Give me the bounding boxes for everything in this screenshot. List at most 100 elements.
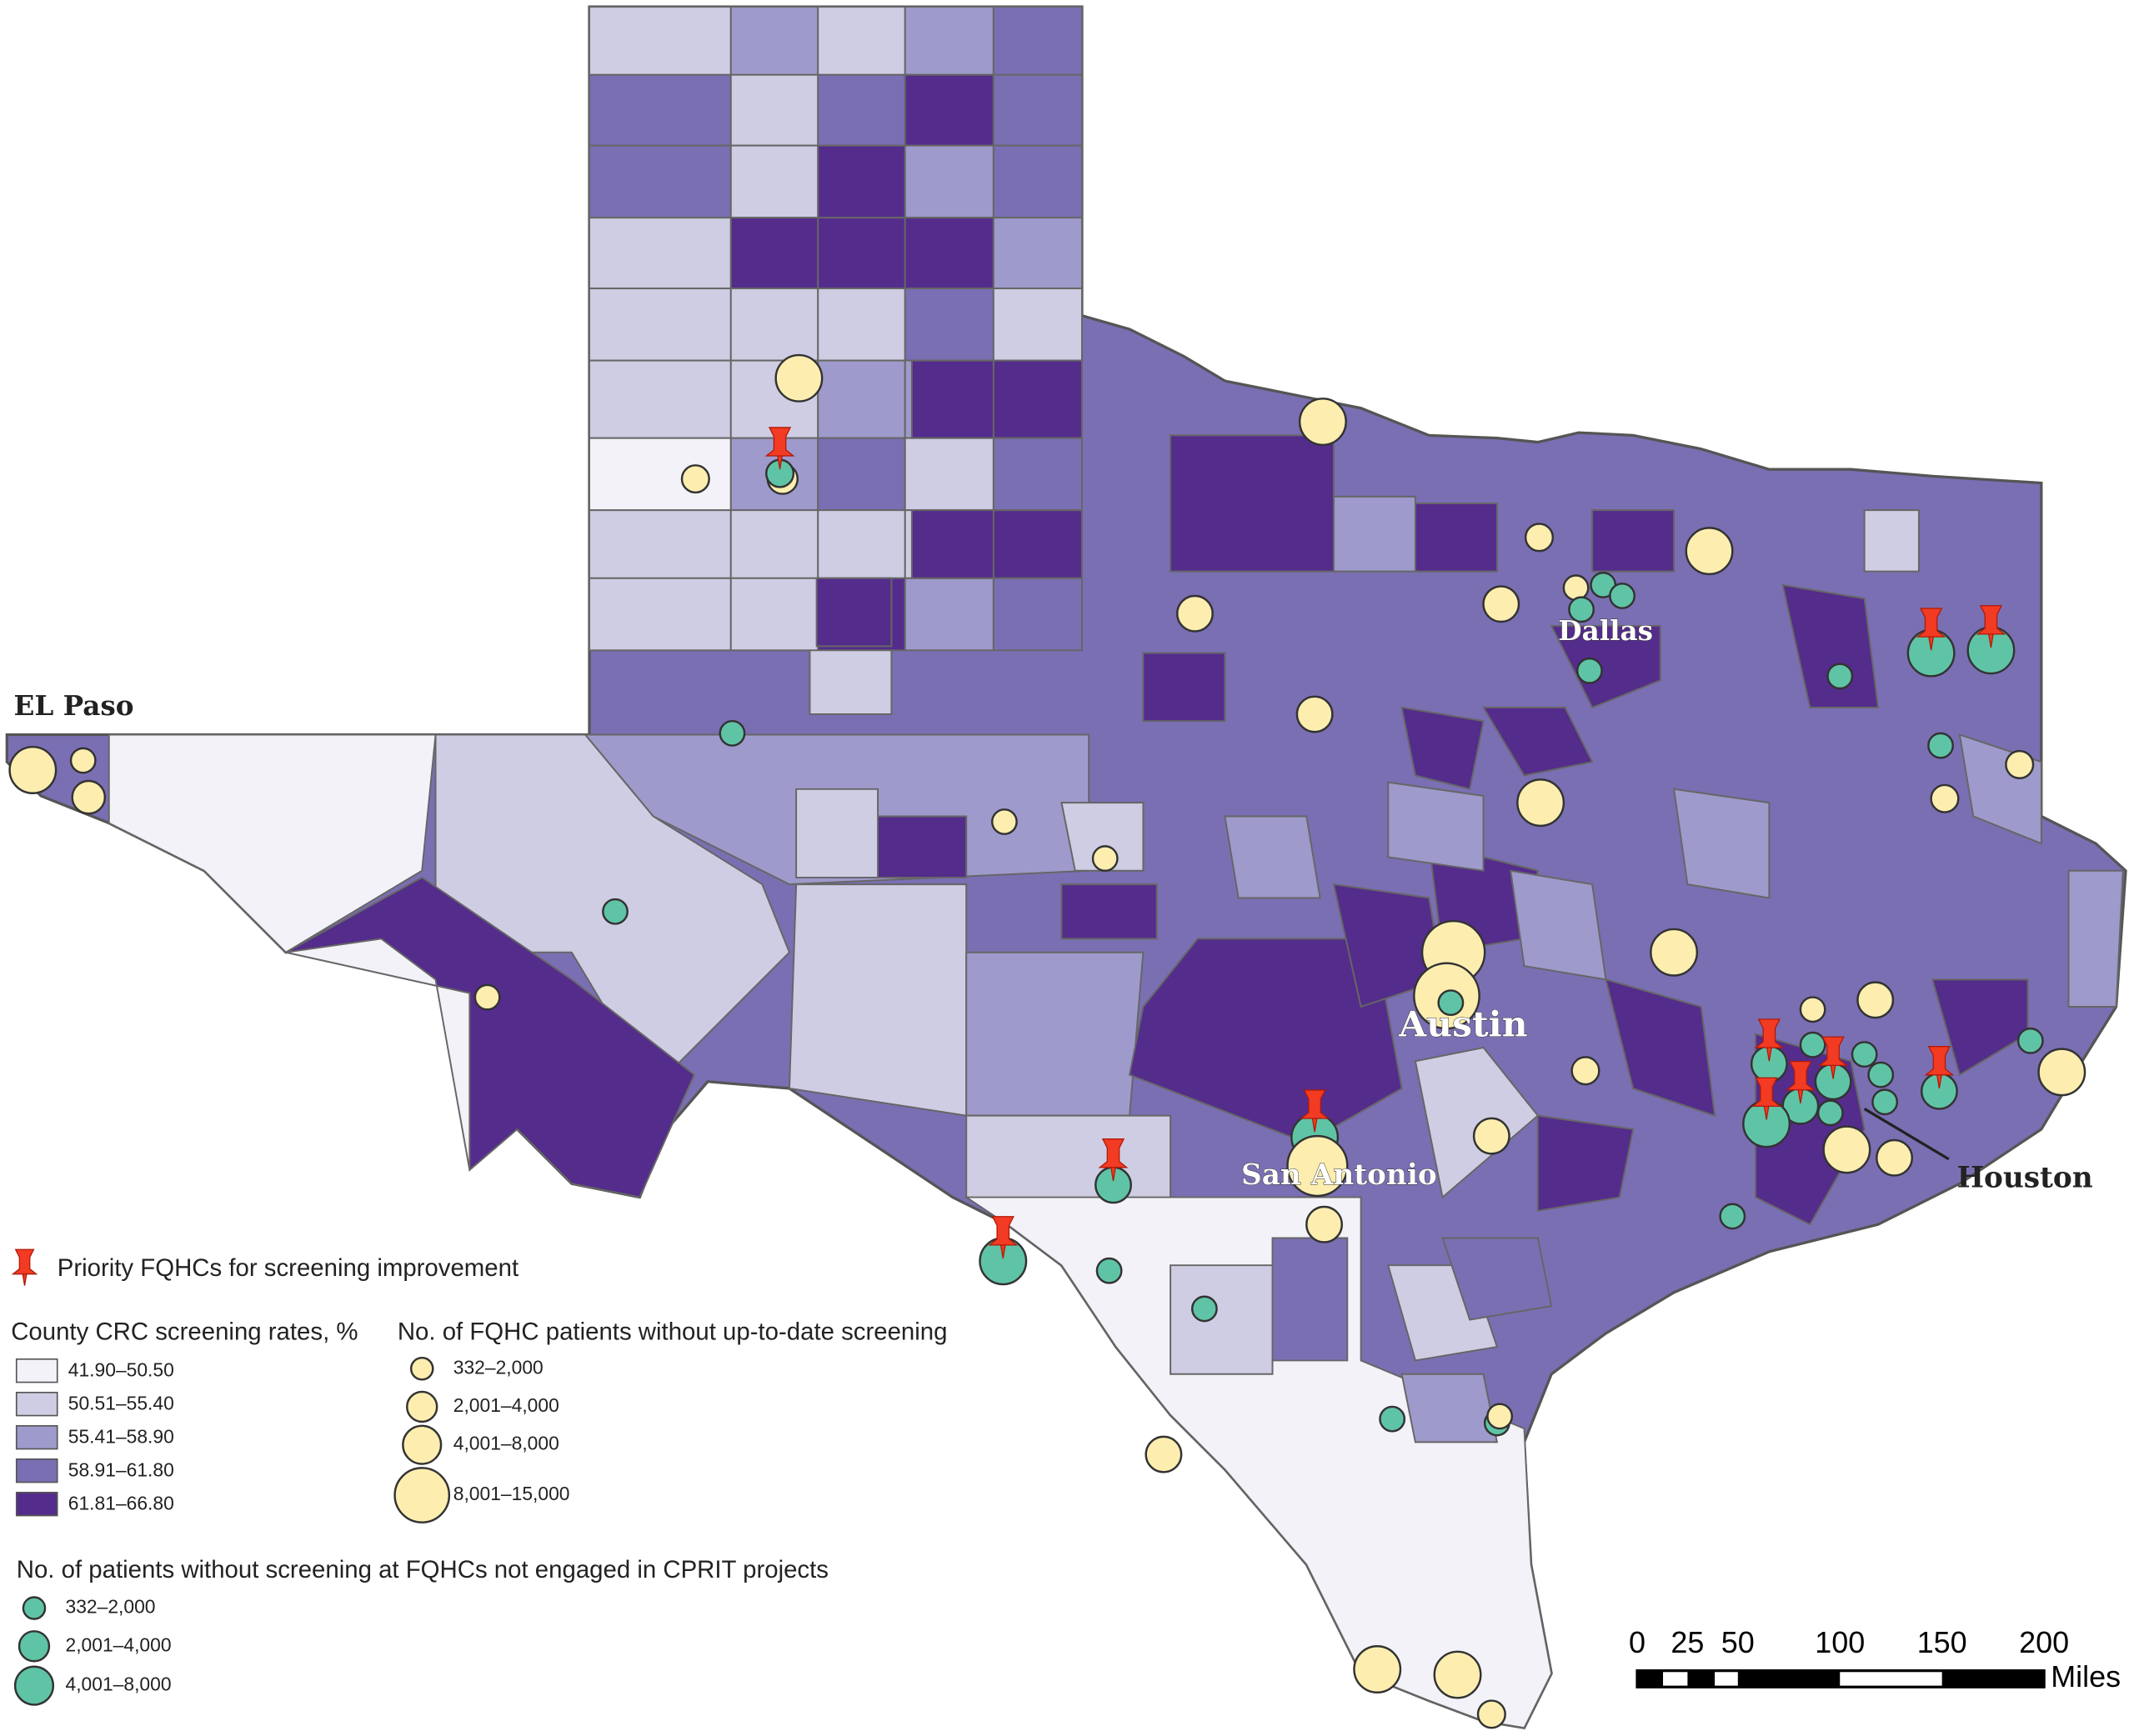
fqhc-marker bbox=[1570, 1056, 1600, 1086]
fqhc-marker bbox=[1190, 1295, 1218, 1323]
county bbox=[992, 73, 1083, 147]
fqhc-marker bbox=[1851, 1041, 1878, 1068]
scale-segment bbox=[1737, 1670, 1841, 1688]
fqhc-marker bbox=[602, 898, 629, 925]
county bbox=[1271, 1237, 1349, 1362]
fqhc-marker bbox=[1575, 657, 1603, 684]
legend-label: 4,001–8,000 bbox=[66, 1673, 172, 1695]
county bbox=[910, 509, 994, 579]
county bbox=[1400, 1373, 1499, 1443]
county bbox=[904, 288, 994, 362]
county bbox=[904, 437, 994, 512]
county bbox=[1142, 652, 1226, 723]
county bbox=[904, 144, 994, 219]
county bbox=[1387, 781, 1485, 872]
fqhc-marker bbox=[1286, 1134, 1349, 1198]
legend-label: 58.91–61.80 bbox=[68, 1459, 174, 1481]
county bbox=[589, 359, 732, 439]
scale-label: 200 bbox=[2019, 1625, 2069, 1659]
fqhc-marker bbox=[774, 353, 824, 403]
scale-label: 0 bbox=[1629, 1625, 1646, 1659]
county bbox=[729, 217, 819, 290]
fqhc-marker bbox=[1145, 1435, 1183, 1473]
county bbox=[1863, 509, 1920, 573]
priority-pin bbox=[1976, 605, 2006, 648]
county bbox=[1060, 883, 1158, 940]
priority-pin bbox=[1785, 1060, 1816, 1104]
county bbox=[729, 577, 819, 652]
legend-symbol bbox=[18, 1630, 51, 1663]
county bbox=[817, 437, 906, 512]
legend-symbol bbox=[406, 1390, 438, 1423]
legend-title: County CRC screening rates, % bbox=[11, 1318, 358, 1346]
legend-label: 8,001–15,000 bbox=[453, 1483, 570, 1504]
fqhc-marker bbox=[1476, 1699, 1506, 1729]
fqhc-marker bbox=[1516, 778, 1565, 828]
scale-label: 50 bbox=[1721, 1625, 1755, 1659]
fqhc-marker bbox=[473, 983, 501, 1011]
county bbox=[965, 1114, 1172, 1198]
leader-line bbox=[1863, 1108, 1950, 1161]
county bbox=[589, 288, 732, 362]
fqhc-marker bbox=[71, 779, 107, 815]
county bbox=[589, 144, 732, 219]
fqhc-marker bbox=[1799, 996, 1826, 1023]
county bbox=[788, 883, 968, 1117]
county bbox=[1605, 978, 1716, 1118]
county bbox=[589, 217, 732, 290]
county bbox=[729, 288, 819, 362]
fqhc-marker bbox=[1719, 1203, 1746, 1230]
legend-symbol bbox=[22, 1596, 47, 1620]
fqhc-marker bbox=[1822, 1125, 1871, 1174]
city-label: Dallas bbox=[1558, 614, 1653, 647]
fqhc-marker bbox=[1562, 574, 1590, 602]
fqhc-marker bbox=[1650, 928, 1699, 977]
legend-label: 332–2,000 bbox=[453, 1356, 544, 1378]
county bbox=[992, 577, 1083, 652]
fqhc-marker bbox=[1472, 1117, 1510, 1155]
county bbox=[817, 359, 906, 439]
fqhc-marker bbox=[990, 808, 1018, 835]
county bbox=[795, 788, 879, 878]
fqhc-marker bbox=[1482, 585, 1520, 623]
fqhc-marker bbox=[1930, 783, 1960, 813]
legend-label: 55.41–58.90 bbox=[68, 1426, 174, 1448]
fqhc-marker bbox=[1437, 989, 1465, 1017]
county bbox=[729, 509, 819, 579]
fqhc-marker bbox=[8, 745, 58, 794]
legend: Priority FQHCs for screening improvement… bbox=[11, 1248, 947, 1706]
county bbox=[992, 437, 1083, 512]
county bbox=[869, 815, 968, 878]
county bbox=[1224, 815, 1321, 899]
scale-label: 100 bbox=[1815, 1625, 1865, 1659]
county bbox=[992, 359, 1083, 439]
fqhc-marker bbox=[1305, 1205, 1343, 1243]
scale-label: 25 bbox=[1671, 1625, 1704, 1659]
scale-segment bbox=[1687, 1670, 1716, 1688]
fqhc-marker bbox=[680, 464, 710, 494]
legend-swatch bbox=[15, 1491, 58, 1517]
county bbox=[589, 509, 732, 579]
county bbox=[817, 217, 906, 290]
county bbox=[589, 577, 732, 652]
county bbox=[589, 437, 732, 512]
county bbox=[904, 577, 994, 652]
county bbox=[1060, 802, 1145, 872]
county bbox=[817, 6, 906, 76]
priority-pin bbox=[1300, 1089, 1330, 1133]
county bbox=[817, 73, 906, 147]
fqhc-marker bbox=[1876, 1138, 1913, 1177]
priority-pin bbox=[1754, 1018, 1785, 1062]
priority-pin bbox=[1751, 1077, 1782, 1120]
county bbox=[2067, 869, 2124, 1008]
fqhc-marker bbox=[2005, 749, 2035, 779]
legend-label: 2,001–4,000 bbox=[453, 1394, 559, 1416]
fqhc-marker bbox=[1568, 596, 1595, 623]
county bbox=[1441, 1237, 1553, 1321]
scale-segment bbox=[1636, 1670, 1664, 1688]
fqhc-marker bbox=[1871, 1088, 1899, 1116]
county bbox=[910, 359, 994, 439]
county bbox=[815, 577, 893, 648]
county bbox=[729, 6, 819, 76]
